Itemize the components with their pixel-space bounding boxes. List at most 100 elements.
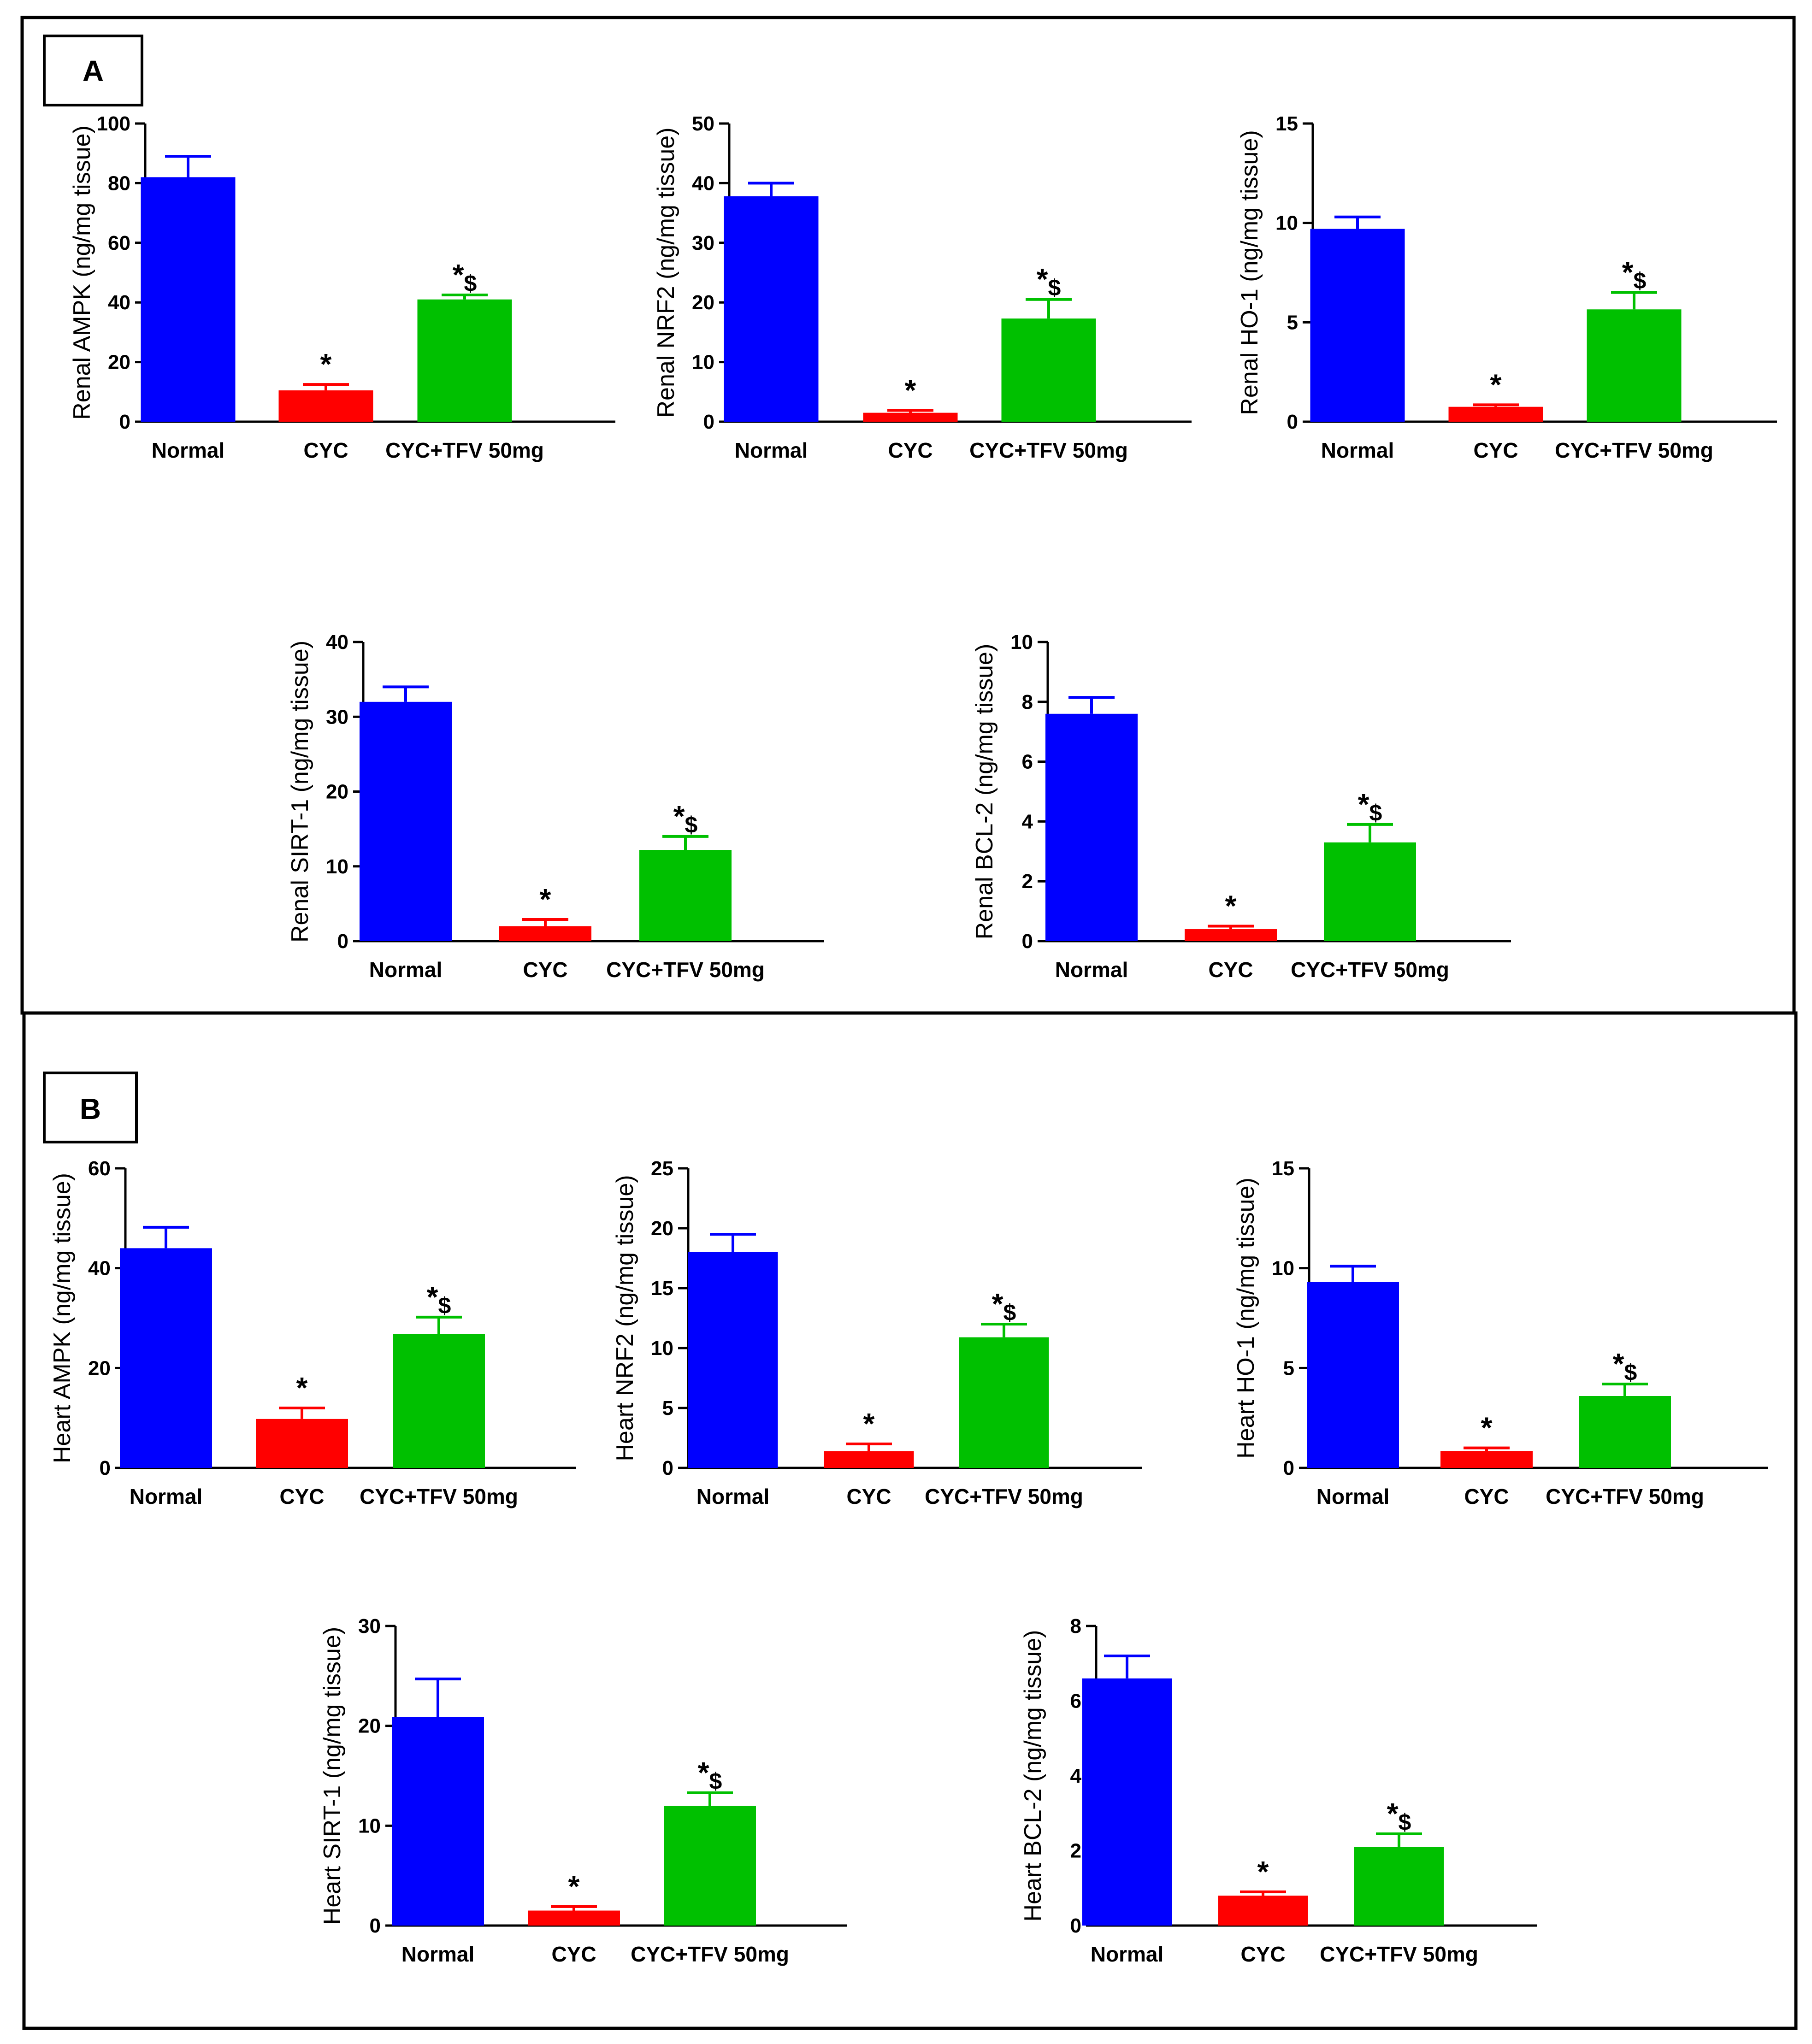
y-axis-title: Renal AMPK (ng/mg tissue) (69, 125, 95, 420)
category-label: Normal (130, 1484, 202, 1508)
category-label: CYC (1208, 958, 1253, 982)
bar (1082, 1678, 1172, 1926)
panel-a-label-box (43, 35, 143, 106)
y-tick-label: 0 (1022, 930, 1033, 953)
bar (120, 1248, 212, 1468)
bar (824, 1451, 914, 1468)
y-tick-label: 10 (1010, 631, 1033, 654)
chart-5: 0 2 4 6 8 10 Renal BCL-2 (ng/mg tissue) Normal *… (971, 631, 1511, 982)
bar (664, 1806, 756, 1926)
significance-mark: *$ (1622, 256, 1647, 294)
y-tick-label: 15 (1272, 1157, 1294, 1180)
significance-mark: * (1490, 368, 1502, 401)
bar (1185, 929, 1277, 941)
y-tick-label: 20 (326, 781, 348, 803)
y-tick-label: 20 (358, 1715, 381, 1738)
significance-mark: * (296, 1371, 308, 1404)
bar (392, 1717, 484, 1926)
chart-3: 0 5 10 15 Renal HO-1 (ng/mg tissue) Normal * CY… (1236, 112, 1777, 462)
bar (1307, 1282, 1399, 1468)
bar (1218, 1896, 1308, 1926)
significance-mark: *$ (1387, 1797, 1411, 1835)
y-tick-label: 8 (1070, 1615, 1081, 1638)
category-label: Normal (1055, 958, 1128, 982)
y-tick-label: 60 (108, 232, 130, 254)
y-tick-label: 40 (692, 172, 714, 194)
significance-mark: * (540, 883, 551, 916)
y-tick-label: 0 (1287, 411, 1298, 433)
chart-6: 0 20 40 60 Heart AMPK (ng/mg tissue) Normal * C… (49, 1157, 576, 1508)
y-tick-label: 20 (651, 1217, 673, 1240)
significance-mark: * (1481, 1411, 1493, 1444)
significance-mark: *$ (673, 800, 698, 838)
y-tick-label: 60 (88, 1157, 111, 1180)
bar (863, 412, 958, 422)
y-tick-label: 100 (97, 112, 130, 135)
significance-mark: *$ (1358, 788, 1382, 826)
significance-mark: *$ (1613, 1347, 1637, 1385)
bar (1324, 842, 1416, 941)
y-tick-label: 0 (370, 1914, 381, 1937)
panel-a-label: A (83, 54, 104, 88)
y-tick-label: 8 (1022, 691, 1033, 713)
bar (256, 1419, 348, 1468)
category-label: CYC+TFV 50mg (385, 438, 544, 462)
significance-mark: * (1257, 1855, 1269, 1888)
category-label: Normal (152, 438, 224, 462)
y-axis-title: Heart AMPK (ng/mg tissue) (49, 1173, 76, 1463)
y-tick-label: 20 (108, 351, 130, 374)
y-tick-label: 0 (662, 1457, 673, 1479)
y-tick-label: 5 (1287, 311, 1298, 334)
category-label: Normal (696, 1484, 769, 1508)
significance-mark: *$ (427, 1280, 451, 1319)
category-label: Normal (1091, 1942, 1163, 1966)
bar (1001, 318, 1096, 422)
bar (1354, 1847, 1444, 1926)
bar (639, 850, 732, 941)
bar (528, 1910, 620, 1926)
significance-mark: *$ (453, 258, 477, 296)
bar (141, 177, 236, 422)
y-tick-label: 20 (88, 1357, 111, 1379)
bar (1440, 1451, 1533, 1468)
chart-8: 0 5 10 15 Heart HO-1 (ng/mg tissue) Normal * CY… (1233, 1157, 1768, 1508)
category-label: CYC (1240, 1942, 1285, 1966)
y-tick-label: 40 (326, 631, 348, 654)
y-axis-title: Renal BCL-2 (ng/mg tissue) (971, 644, 998, 940)
category-label: CYC+TFV 50mg (1291, 958, 1449, 982)
y-tick-label: 80 (108, 172, 130, 194)
y-axis-title: Heart NRF2 (ng/mg tissue) (612, 1175, 638, 1461)
y-tick-label: 25 (651, 1157, 673, 1180)
bar (278, 390, 373, 422)
y-tick-label: 10 (358, 1814, 381, 1837)
y-axis-title: Heart HO-1 (ng/mg tissue) (1233, 1178, 1259, 1459)
category-label: Normal (1316, 1484, 1389, 1508)
bar (1579, 1396, 1671, 1468)
significance-mark: * (1225, 889, 1237, 923)
y-tick-label: 0 (337, 930, 348, 953)
significance-mark: *$ (698, 1756, 722, 1794)
category-label: CYC+TFV 50mg (1320, 1942, 1478, 1966)
bar (1587, 309, 1682, 422)
y-tick-label: 20 (692, 291, 714, 314)
category-label: CYC+TFV 50mg (1555, 438, 1713, 462)
y-tick-label: 0 (119, 411, 130, 433)
bar (393, 1334, 485, 1468)
y-tick-label: 6 (1022, 751, 1033, 773)
y-tick-label: 4 (1070, 1765, 1082, 1787)
y-axis-title: Renal SIRT-1 (ng/mg tissue) (287, 641, 313, 942)
panel-b-label: B (80, 1092, 101, 1125)
category-label: CYC (523, 958, 567, 982)
y-tick-label: 10 (326, 855, 348, 878)
y-tick-label: 5 (662, 1397, 673, 1420)
category-label: Normal (401, 1942, 474, 1966)
y-tick-label: 5 (1283, 1357, 1294, 1379)
category-label: CYC (846, 1484, 891, 1508)
chart-9: 0 10 20 30 Heart SIRT-1 (ng/mg tissue) Normal… (319, 1615, 847, 1966)
bar (417, 299, 512, 422)
significance-mark: * (568, 1870, 580, 1903)
